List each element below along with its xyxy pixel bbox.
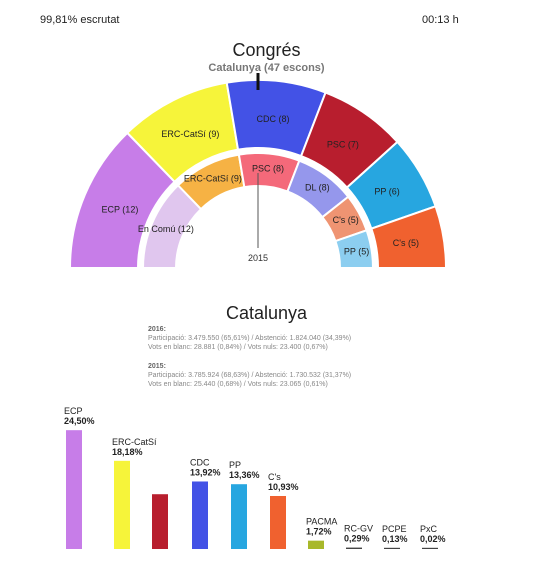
bar-rc-gv[interactable]	[346, 547, 362, 549]
inner-year-label: 2015	[248, 253, 268, 263]
stats-2015-participation: Participació: 3.785.924 (68,63%) / Abste…	[148, 372, 352, 379]
results-title: Catalunya	[225, 303, 308, 323]
bar-pacma[interactable]	[308, 540, 324, 549]
bar-rc-gv-category: RC-GV	[344, 524, 373, 534]
seat-arc-2015-en-com-label: En Comú (12)	[138, 224, 194, 234]
stats-2015-blank-null: Vots en blanc: 25.440 (0,68%) / Vots nul…	[148, 381, 328, 388]
seat-arc-2015-dl-label: DL (8)	[305, 182, 330, 192]
bar-pxc[interactable]	[422, 547, 438, 549]
seat-arc-2016-c-s[interactable]	[370, 205, 448, 269]
bar-c-s-category: C's	[268, 472, 281, 482]
stats-2016-year: 2016:	[148, 326, 166, 333]
seat-arc-2015-erc-cats-label: ERC-CatSí (9)	[184, 174, 242, 184]
bar-c-s-value: 10,93%	[268, 482, 299, 492]
bar-pp-category: PP	[229, 460, 241, 470]
stats-2016-blank-null: Vots en blanc: 28.881 (0,84%) / Vots nul…	[148, 344, 328, 351]
bar-cdc[interactable]	[192, 481, 208, 549]
parliament-title: Congrés	[232, 40, 301, 60]
seat-arc-2016-erc-cats-label: ERC-CatSí (9)	[161, 129, 219, 139]
bar-cdc-category: CDC	[190, 457, 210, 467]
bar-pcpe-value: 0,13%	[382, 534, 408, 544]
seat-arc-2015-pp[interactable]	[334, 229, 375, 269]
bar-pcpe-category: PCPE	[382, 524, 407, 534]
counted-status: 99,81% escrutat	[40, 14, 120, 26]
seat-arc-2016-ecp-label: ECP (12)	[101, 204, 138, 214]
seat-arc-2015-pp-label: PP (5)	[344, 246, 369, 256]
bar-erc-cats-category: ERC-CatSí	[112, 437, 157, 447]
bar-unlabeled-2[interactable]	[152, 494, 168, 549]
seat-arc-2016-c-s-label: C's (5)	[393, 238, 419, 248]
bar-pcpe[interactable]	[384, 547, 400, 549]
parliament-half-donut: ECP (12) ERC-CatSí (9) CDC (8) PSC (7) PP (6…	[68, 73, 448, 269]
stats-2015-year: 2015:	[148, 363, 166, 370]
bar-pp-value: 13,36%	[229, 470, 260, 480]
seat-arc-2016-cdc-label: CDC (8)	[257, 114, 290, 124]
seat-arc-2015-psc-label: PSC (8)	[252, 164, 284, 174]
seat-arc-2016-pp-label: PP (6)	[374, 187, 399, 197]
seat-arc-2015-c-s-label: C's (5)	[333, 215, 359, 225]
stats-2016-participation: Participació: 3.479.550 (65,61%) / Abste…	[148, 335, 352, 342]
bar-ecp-value: 24,50%	[64, 416, 95, 426]
bar-c-s[interactable]	[270, 495, 286, 549]
bar-pacma-category: PACMA	[306, 517, 337, 527]
bar-ecp-category: ECP	[64, 406, 83, 416]
bar-cdc-value: 13,92%	[190, 467, 221, 477]
bar-erc-cats-value: 18,18%	[112, 447, 143, 457]
bar-ecp[interactable]	[66, 430, 82, 549]
bar-erc-cats[interactable]	[114, 460, 130, 549]
stats-2016: 2016: Participació: 3.479.550 (65,61%) /…	[148, 325, 448, 352]
stats-2015: 2015: Participació: 3.785.924 (68,63%) /…	[148, 362, 448, 389]
bar-pxc-value: 0,02%	[420, 534, 446, 544]
update-time: 00:13 h	[422, 14, 459, 26]
seat-arc-2016-psc-label: PSC (7)	[327, 139, 359, 149]
bar-rc-gv-value: 0,29%	[344, 534, 370, 544]
bar-pxc-category: PxC	[420, 524, 438, 534]
bar-pacma-value: 1,72%	[306, 527, 332, 537]
parliament-subtitle: Catalunya (47 escons)	[208, 62, 325, 74]
bar-pp[interactable]	[231, 484, 247, 549]
